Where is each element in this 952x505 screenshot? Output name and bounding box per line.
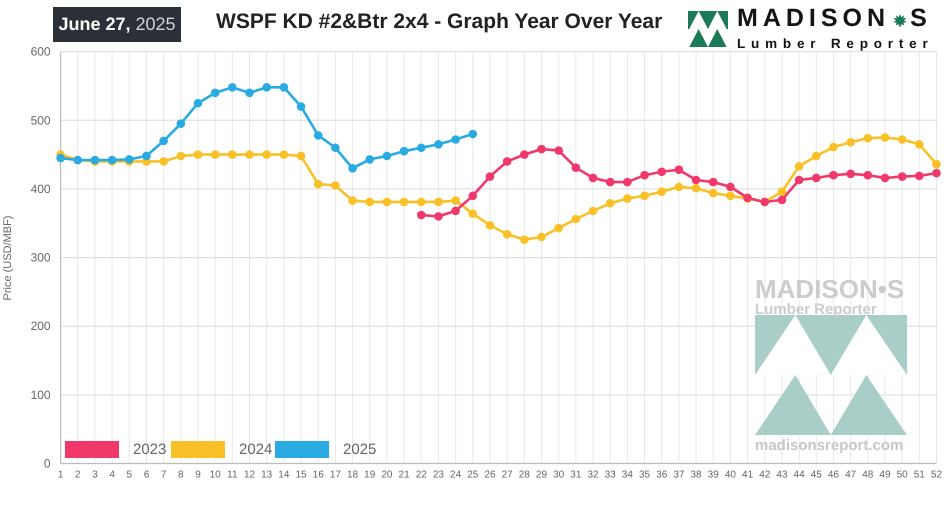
svg-text:39: 39 (708, 469, 720, 480)
svg-text:49: 49 (879, 469, 891, 480)
svg-text:2025: 2025 (343, 441, 376, 458)
svg-text:18: 18 (347, 469, 359, 480)
svg-text:2023: 2023 (133, 441, 166, 458)
svg-text:47: 47 (845, 469, 857, 480)
svg-text:42: 42 (759, 469, 771, 480)
svg-text:200: 200 (31, 319, 51, 333)
svg-text:29: 29 (536, 469, 548, 480)
svg-text:13: 13 (261, 469, 273, 480)
svg-text:23: 23 (433, 469, 445, 480)
svg-text:38: 38 (690, 469, 702, 480)
svg-text:51: 51 (914, 469, 926, 480)
svg-text:21: 21 (399, 469, 411, 480)
svg-text:400: 400 (31, 182, 51, 196)
svg-text:3: 3 (92, 469, 98, 480)
svg-text:41: 41 (742, 469, 754, 480)
svg-text:22: 22 (416, 469, 428, 480)
svg-text:7: 7 (161, 469, 167, 480)
svg-text:4: 4 (109, 469, 115, 480)
svg-text:300: 300 (31, 251, 51, 265)
svg-text:15: 15 (295, 469, 307, 480)
svg-text:46: 46 (828, 469, 840, 480)
svg-text:16: 16 (313, 469, 325, 480)
svg-text:1: 1 (58, 469, 64, 480)
svg-text:2024: 2024 (239, 441, 272, 458)
svg-text:28: 28 (519, 469, 531, 480)
svg-text:8: 8 (178, 469, 184, 480)
svg-text:43: 43 (776, 469, 788, 480)
svg-text:10: 10 (210, 469, 222, 480)
svg-text:19: 19 (364, 469, 376, 480)
svg-text:26: 26 (484, 469, 496, 480)
svg-text:45: 45 (811, 469, 823, 480)
svg-text:33: 33 (605, 469, 617, 480)
svg-text:50: 50 (897, 469, 909, 480)
svg-text:500: 500 (31, 113, 51, 127)
svg-text:25: 25 (467, 469, 479, 480)
svg-text:2: 2 (75, 469, 81, 480)
svg-text:40: 40 (725, 469, 737, 480)
svg-text:20: 20 (381, 469, 393, 480)
svg-text:27: 27 (502, 469, 514, 480)
svg-text:6: 6 (144, 469, 150, 480)
svg-text:31: 31 (570, 469, 582, 480)
svg-text:24: 24 (450, 469, 462, 480)
svg-text:5: 5 (127, 469, 133, 480)
svg-text:0: 0 (44, 456, 51, 470)
svg-text:12: 12 (244, 469, 256, 480)
svg-text:11: 11 (227, 469, 238, 480)
svg-text:34: 34 (622, 469, 634, 480)
svg-text:madisonsreport.com: madisonsreport.com (755, 437, 903, 454)
svg-text:32: 32 (587, 469, 599, 480)
svg-text:36: 36 (656, 469, 668, 480)
svg-text:44: 44 (794, 469, 806, 480)
svg-text:48: 48 (862, 469, 874, 480)
svg-text:MADISON•S: MADISON•S (755, 274, 904, 304)
svg-text:14: 14 (278, 469, 290, 480)
svg-text:37: 37 (673, 469, 685, 480)
svg-text:100: 100 (31, 388, 51, 402)
svg-text:600: 600 (31, 45, 51, 59)
svg-text:30: 30 (553, 469, 565, 480)
svg-text:Lumber Reporter: Lumber Reporter (755, 301, 877, 318)
svg-text:52: 52 (931, 469, 943, 480)
svg-text:35: 35 (639, 469, 651, 480)
svg-text:9: 9 (195, 469, 201, 480)
svg-text:17: 17 (330, 469, 342, 480)
